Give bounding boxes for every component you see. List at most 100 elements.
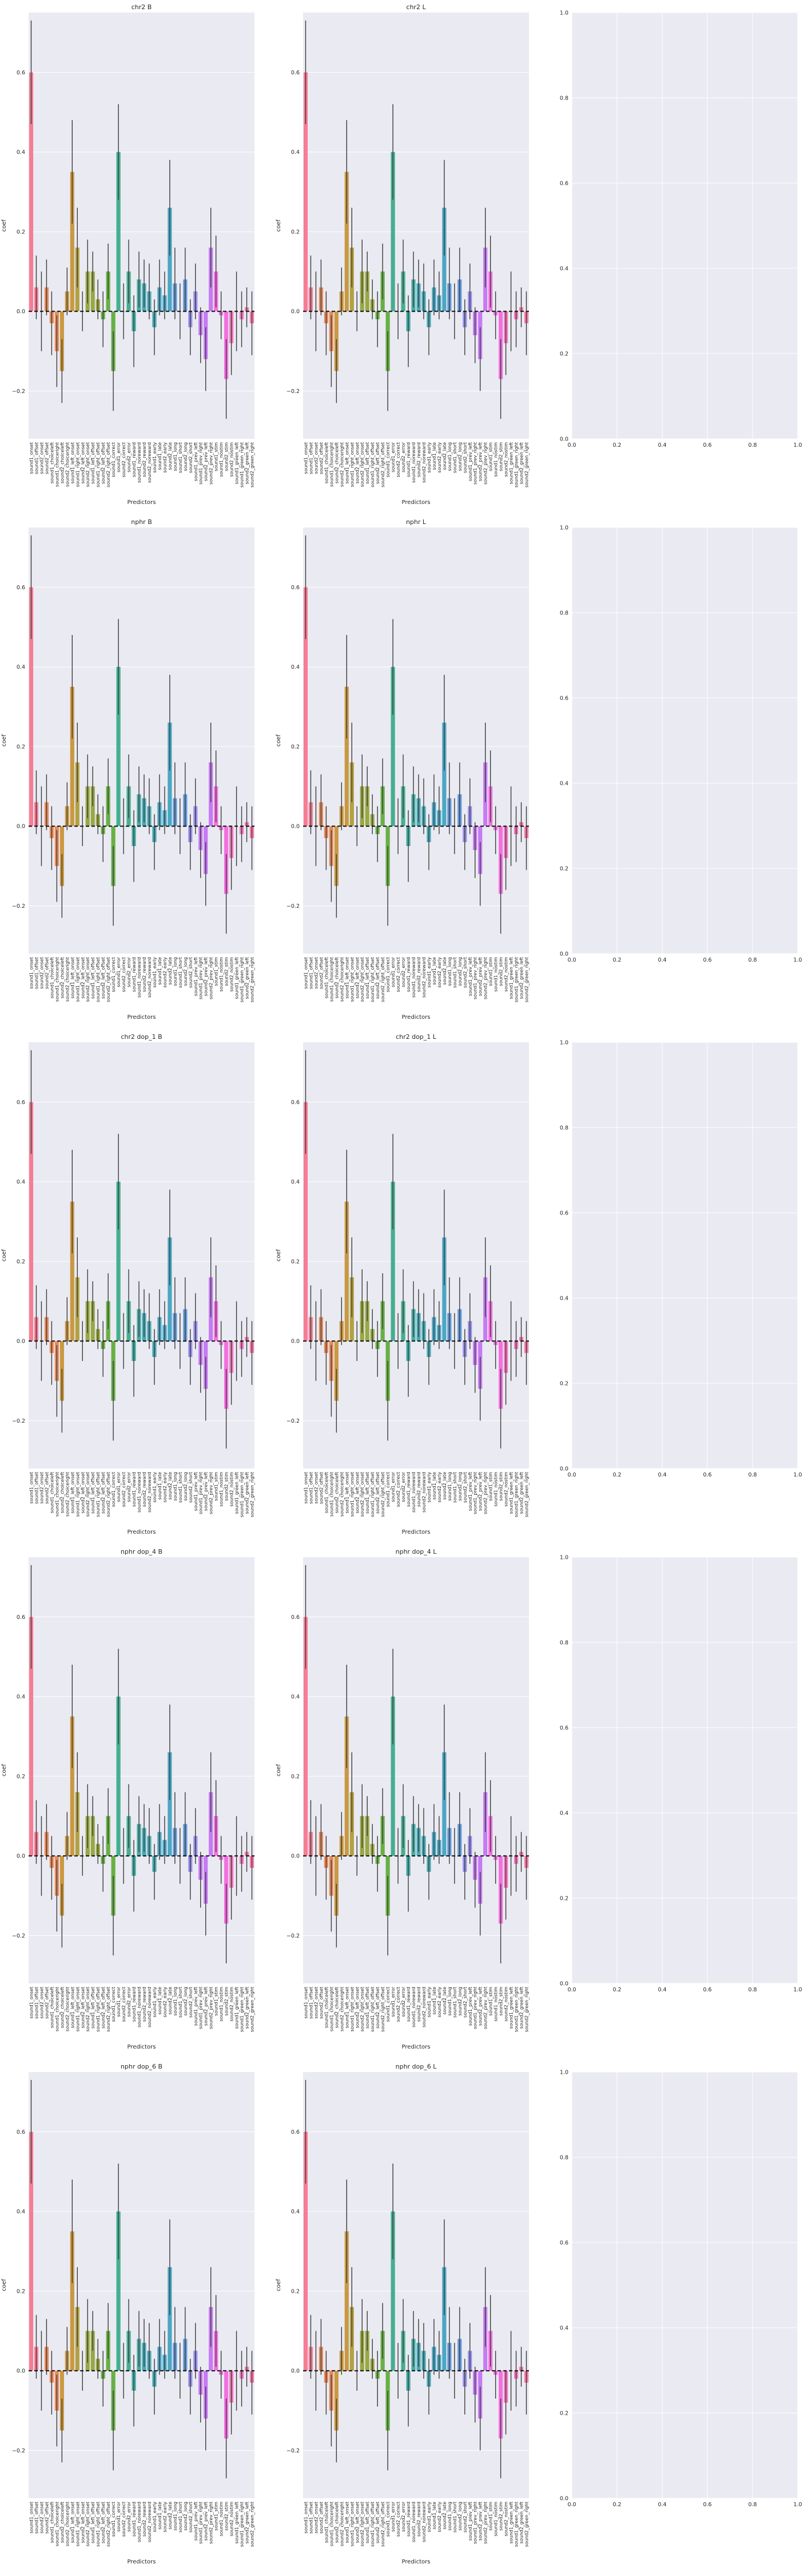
subplot: −0.2 0.0 0.2 0.4 0.6 nphr dop_4 B sound1_onset…	[1, 1548, 255, 2050]
xaxis-label: Predictors	[128, 499, 156, 506]
xtick-label: sound2_correct	[121, 957, 126, 992]
ytick-label: 0.6	[291, 585, 300, 591]
xtick-label: sound1_noreward	[411, 1472, 416, 1513]
xtick-label: sound2_stim	[224, 957, 229, 986]
ytick-label: −0.2	[12, 1418, 25, 1424]
xtick-label: sound1_offset	[34, 442, 39, 474]
xtick-label: sound2_left_onset	[80, 1987, 85, 2029]
panel-title: chr2 dop_1 B	[121, 1033, 162, 1041]
plot-area	[29, 13, 254, 439]
xaxis-label: Predictors	[402, 499, 431, 506]
bar	[116, 1181, 121, 1341]
xtick-label: sound2_error	[126, 956, 132, 987]
ytick-label: 0.8	[560, 96, 568, 102]
xtick-label: sound1_prev_left	[468, 2502, 473, 2541]
ytick-label: 0.8	[560, 610, 568, 617]
xtick-label: sound2_left_offset	[101, 2502, 106, 2543]
xtick-label: sound1_green_right	[240, 2502, 245, 2547]
xtick-label: sound1_green_left	[234, 957, 240, 999]
xtick-label: sound1_right_offset	[95, 1472, 101, 1517]
xtick-label: sound1_prev_right	[198, 1472, 204, 1514]
xtick-label: sound2_stim	[499, 1472, 504, 1501]
xtick-label: sound2_onset	[39, 1987, 44, 2019]
ytick-label: −0.2	[12, 903, 25, 910]
xtick-label: sound1_onset	[303, 442, 308, 474]
yaxis-label: coef	[1, 219, 7, 232]
xtick-label: sound1_right_offset	[370, 442, 375, 487]
xtick-label: sound2_prev_right	[209, 1472, 214, 1514]
xtick-label: sound2_right_onset	[360, 442, 365, 487]
xtick-label: sound2_green_left	[245, 442, 250, 484]
xtick-label: sound1_choiceleft	[49, 1987, 54, 2028]
ytick-label: 0.4	[560, 1811, 568, 1817]
xtick-label: sound1_correct	[385, 1472, 391, 1507]
ytick-label: 0.2	[560, 1381, 568, 1387]
xtick-label: sound1_stim	[488, 2502, 493, 2531]
xtick-label: sound2_right_offset	[106, 957, 111, 1002]
ytick-label: 0.0	[17, 2368, 25, 2375]
xtick-label: sound2_choiceright	[339, 1987, 344, 2031]
xtick-label: sound2_left_offset	[375, 442, 380, 484]
xtick-label: sound1_green_left	[234, 2502, 240, 2543]
xtick-label: sound1_onset	[303, 1472, 308, 1504]
plot-area	[572, 2072, 798, 2498]
xtick-label: sound1_short	[452, 957, 457, 988]
xtick-label: sound1_choiceleft	[49, 957, 54, 998]
xtick-label: sound1_stim	[214, 442, 219, 471]
xtick-label: sound1_stim	[488, 1472, 493, 1501]
xtick-label: sound2_stim	[499, 1987, 504, 2016]
subplot: −0.2 0.0 0.2 0.4 0.6 nphr dop_4 L sound1_onset…	[276, 1548, 530, 2050]
xtick-label: sound1_early	[427, 957, 432, 988]
xtick-label: sound1_offset	[308, 1472, 313, 1504]
ytick-label: −0.2	[12, 2448, 25, 2454]
xtick-label: sound1_offset	[34, 2502, 39, 2534]
bar	[391, 666, 395, 827]
xtick-label: sound2_green_left	[519, 2502, 524, 2543]
xtick-label: 0.4	[658, 2502, 666, 2508]
xtick-label: sound2_noreward	[147, 1987, 152, 2027]
xtick-label: sound1_right_offset	[95, 2502, 101, 2547]
xtick-label: sound1_nostim	[219, 957, 224, 992]
xtick-label: sound2_offset	[44, 957, 49, 989]
ytick-label: −0.2	[286, 2448, 300, 2454]
xtick-label: sound2_correct	[396, 1472, 401, 1507]
xtick-label: sound2_error	[401, 956, 406, 987]
bar	[90, 1301, 95, 1341]
xtick-label: sound1_late	[432, 957, 437, 985]
xtick-label: sound1_nostim	[219, 1472, 224, 1507]
xtick-label: sound1_late	[157, 957, 162, 985]
ytick-label: 0.4	[291, 2209, 300, 2215]
xtick-label: sound2_right_onset	[360, 1987, 365, 2031]
xtick-label: sound1_left_onset	[70, 442, 75, 484]
xtick-label: sound1_short	[178, 1987, 183, 2018]
xtick-label: sound2_left_onset	[80, 442, 85, 484]
xtick-label: sound1_onset	[29, 957, 34, 989]
ytick-label: 0.6	[560, 1210, 568, 1217]
xtick-label: sound1_prev_right	[198, 442, 204, 485]
xtick-label: sound2_green_right	[524, 2502, 530, 2547]
ytick-label: 0.0	[291, 824, 300, 830]
xtick-label: sound2_offset	[319, 1987, 324, 2019]
xtick-label: sound2_prev_right	[483, 1472, 488, 1514]
xtick-label: sound2_prev_left	[204, 442, 209, 481]
subplot: −0.2 0.0 0.2 0.4 0.6 nphr dop_6 L sound1_onset…	[276, 2063, 530, 2565]
xtick-label: sound2_green_left	[245, 1987, 250, 2029]
xtick-label: sound1_choiceright	[329, 957, 334, 1002]
xtick-label: sound2_error	[126, 2501, 132, 2531]
ytick-label: 0.6	[560, 2240, 568, 2246]
xtick-label: sound2_stim	[224, 1987, 229, 2016]
xtick-label: sound2_short	[463, 1472, 468, 1503]
xtick-label: sound2_choiceright	[65, 442, 70, 487]
xtick-label: sound1_nostim	[219, 442, 224, 477]
xtick-label: sound1_correct	[385, 2502, 391, 2537]
xtick-label: sound2_noreward	[421, 442, 427, 483]
xtick-label: sound1_late	[432, 442, 437, 470]
xtick-label: sound1_correct	[385, 442, 391, 477]
xtick-label: sound2_prev_left	[204, 1472, 209, 1511]
xtick-label: sound2_noreward	[421, 1472, 427, 1513]
xtick-label: sound1_offset	[308, 2502, 313, 2534]
ytick-label: 0.4	[17, 1694, 25, 1700]
ytick-label: 0.0	[17, 1853, 25, 1860]
xtick-label: 0.4	[658, 1472, 666, 1478]
xtick-label: sound2_correct	[121, 1987, 126, 2022]
